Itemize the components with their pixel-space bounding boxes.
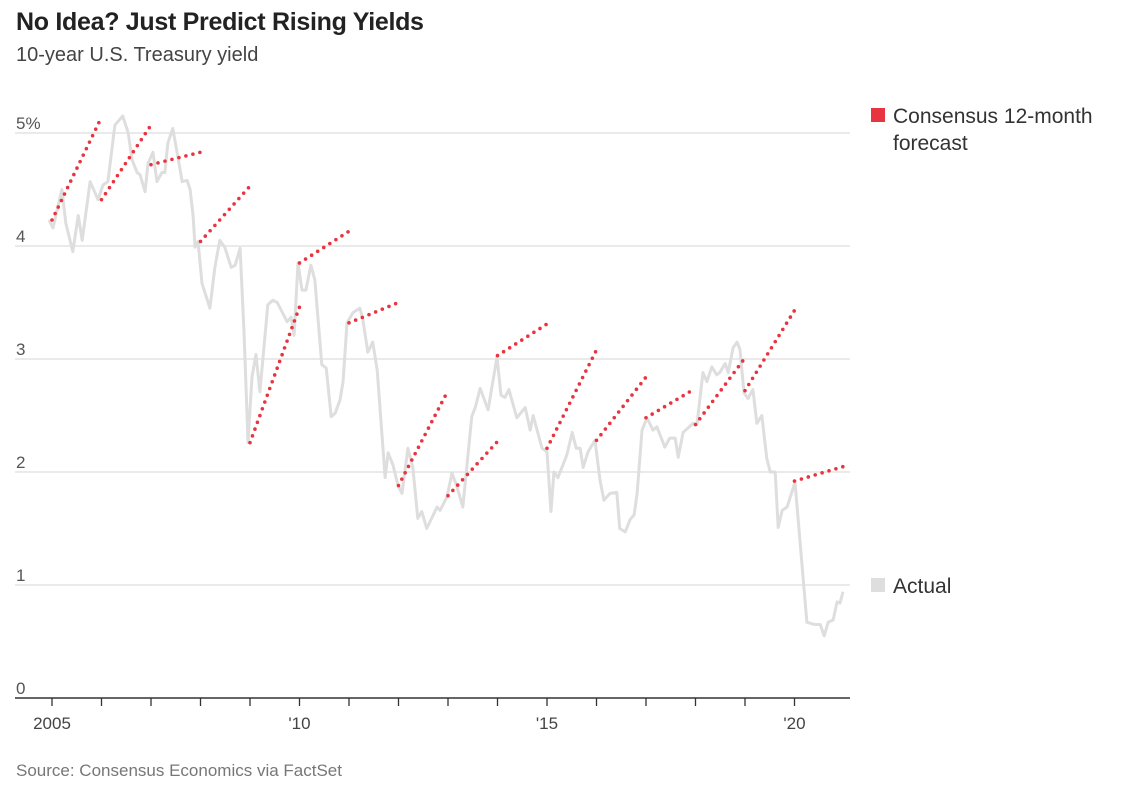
forecast-segment bbox=[99, 123, 153, 202]
forecast-segment bbox=[495, 322, 549, 358]
legend-swatch bbox=[871, 108, 885, 122]
forecast-segment bbox=[50, 115, 104, 222]
forecast-segment bbox=[347, 300, 401, 325]
forecast-segment bbox=[297, 229, 351, 265]
forecast-segment bbox=[594, 375, 648, 443]
forecast-segment bbox=[792, 464, 846, 483]
forecast-segment bbox=[644, 386, 698, 420]
x-tick-label: '20 bbox=[783, 714, 805, 733]
x-tick-label: 2005 bbox=[33, 714, 71, 733]
chart-title: No Idea? Just Predict Rising Yields bbox=[16, 8, 424, 36]
legend-label: Actual bbox=[893, 575, 951, 598]
legend-label: Consensus 12-month bbox=[893, 105, 1093, 128]
y-tick-label: 5% bbox=[16, 114, 41, 133]
y-tick-label: 0 bbox=[16, 679, 25, 698]
forecast-segment bbox=[149, 150, 203, 167]
forecast-segment bbox=[446, 439, 500, 498]
forecast-segment bbox=[248, 305, 302, 445]
source-note: Source: Consensus Economics via FactSet bbox=[16, 761, 342, 780]
forecast-segment bbox=[693, 356, 747, 427]
actual-yield-line bbox=[47, 114, 845, 638]
forecast-segment bbox=[198, 184, 252, 244]
forecast-segment bbox=[743, 308, 797, 393]
y-tick-label: 1 bbox=[16, 566, 25, 585]
y-tick-label: 4 bbox=[16, 227, 25, 246]
y-tick-label: 2 bbox=[16, 453, 25, 472]
chart-subtitle: 10-year U.S. Treasury yield bbox=[16, 44, 259, 66]
legend-label: forecast bbox=[893, 132, 968, 155]
y-tick-label: 3 bbox=[16, 340, 25, 359]
legend-swatch bbox=[871, 578, 885, 592]
x-tick-label: '15 bbox=[536, 714, 558, 733]
x-tick-label: '10 bbox=[288, 714, 310, 733]
